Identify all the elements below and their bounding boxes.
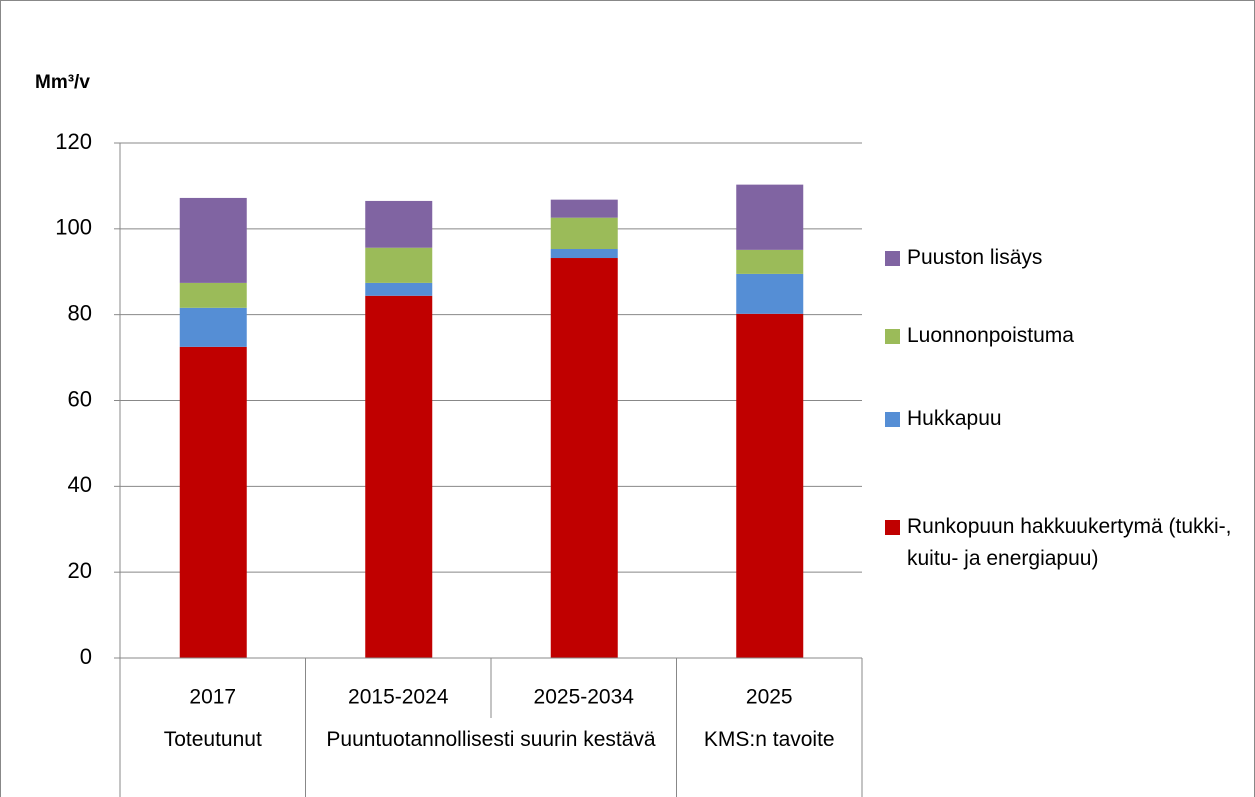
bar-segment <box>179 282 247 308</box>
bar-segment <box>550 199 618 218</box>
group-label: KMS:n tavoite <box>703 728 835 751</box>
y-tick-label: 40 <box>68 472 92 497</box>
legend-entry: Runkopuun hakkuukertymä (tukki-, kuitu- … <box>885 511 1255 575</box>
legend-swatch <box>885 251 900 266</box>
group-label: Toteutunut <box>163 728 262 751</box>
bar-segment <box>179 307 247 347</box>
bar-segment <box>736 313 804 658</box>
y-tick-label: 80 <box>68 300 92 325</box>
bar-segment <box>365 282 433 296</box>
bar-segment <box>736 273 804 314</box>
y-tick-label: 20 <box>68 558 92 583</box>
legend-entry: Hukkapuu <box>885 403 1255 435</box>
x-tick-label: 2015-2024 <box>348 686 449 709</box>
bar-segment <box>550 249 618 259</box>
legend-swatch <box>885 520 900 535</box>
bar-segment <box>179 197 247 283</box>
y-tick-label: 60 <box>68 386 92 411</box>
group-label: Puuntuotannollisesti suurin kestävä <box>326 728 656 751</box>
bar-segment <box>736 249 804 274</box>
legend-swatch <box>885 412 900 427</box>
legend-swatch <box>885 329 900 344</box>
bar-segment <box>179 346 247 658</box>
bar-segment <box>550 217 618 250</box>
x-tick-label: 2025-2034 <box>534 686 635 709</box>
y-axis-label: Mm³/v <box>35 72 90 93</box>
y-tick-label: 0 <box>80 644 92 669</box>
x-tick-label: 2025 <box>746 686 793 709</box>
y-tick-label: 100 <box>55 215 92 240</box>
legend-entry: Luonnonpoistuma <box>885 320 1255 352</box>
bar-segment <box>550 258 618 658</box>
y-tick-label: 120 <box>55 129 92 154</box>
legend-entry: Puuston lisäys <box>885 242 1255 274</box>
x-tick-label: 2017 <box>189 686 236 709</box>
bar-segment <box>736 184 804 250</box>
bar-segment <box>365 295 433 658</box>
bar-segment <box>365 200 433 248</box>
bar-segment <box>365 247 433 283</box>
